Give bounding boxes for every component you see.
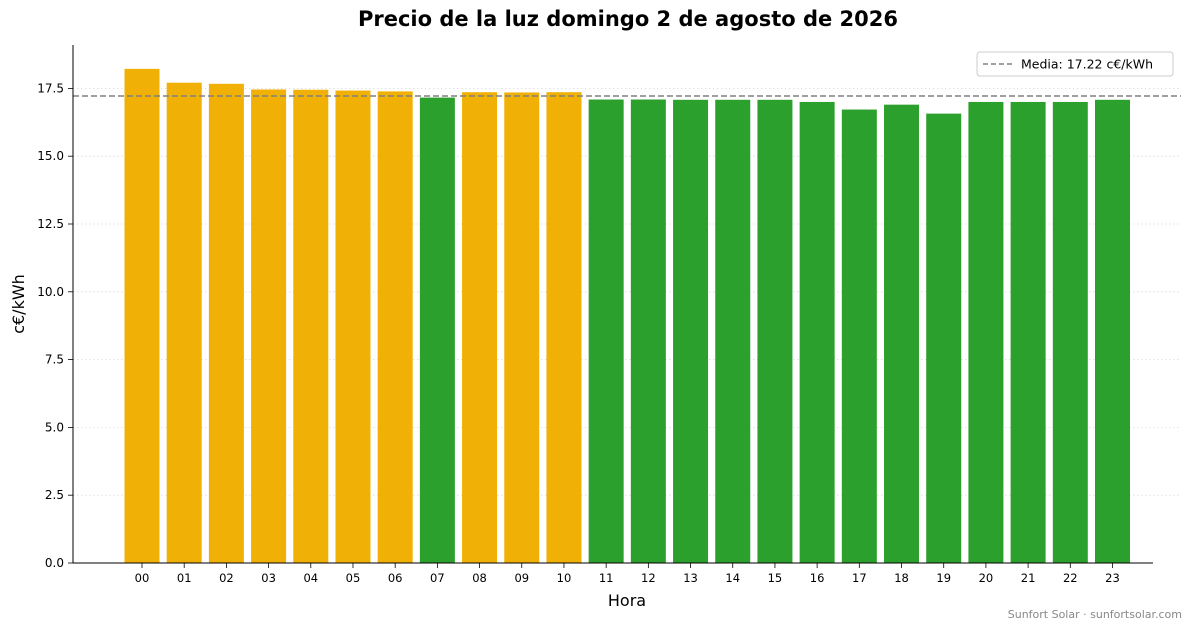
- bar-hour-22: [1052, 101, 1088, 563]
- x-tick-label: 18: [894, 571, 909, 585]
- x-tick-label: 16: [810, 571, 825, 585]
- y-ticks: 0.0 2.5 5.0 7.5 10.0 12.5 15.0 17.5: [37, 81, 73, 570]
- x-tick-label: 02: [219, 571, 234, 585]
- y-axis-label: c€/kWh: [9, 274, 28, 334]
- bar-hour-01: [166, 82, 202, 563]
- x-tick-label: 23: [1105, 571, 1120, 585]
- x-tick-label: 11: [599, 571, 614, 585]
- y-tick-label: 7.5: [45, 353, 64, 367]
- bar-hour-20: [968, 101, 1004, 563]
- y-tick-label: 0.0: [45, 556, 64, 570]
- chart-title: Precio de la luz domingo 2 de agosto de …: [358, 7, 898, 31]
- x-tick-label: 20: [979, 571, 994, 585]
- legend-box: [976, 51, 1174, 77]
- bar-hour-21: [1010, 101, 1046, 563]
- bar-hour-16: [799, 101, 835, 563]
- x-tick-label: 00: [135, 571, 150, 585]
- bar-hour-04: [293, 89, 329, 563]
- x-tick-label: 12: [641, 571, 656, 585]
- x-tick-label: 22: [1063, 571, 1078, 585]
- x-tick-label: 07: [430, 571, 445, 585]
- bar-hour-14: [715, 99, 751, 563]
- x-tick-label: 19: [936, 571, 951, 585]
- x-tick-label: 01: [177, 571, 192, 585]
- bar-hour-18: [884, 104, 920, 564]
- bar-hour-07: [419, 97, 455, 563]
- bar-hour-10: [546, 92, 582, 564]
- x-tick-label: 14: [725, 571, 740, 585]
- x-tick-label: 06: [388, 571, 403, 585]
- x-tick-label: 17: [852, 571, 867, 585]
- bar-hour-12: [630, 99, 666, 564]
- x-tick-label: 13: [683, 571, 698, 585]
- bar-hour-13: [673, 99, 709, 563]
- footer-credit: Sunfort Solar · sunfortsolar.com: [1008, 608, 1182, 621]
- bar-hour-11: [588, 99, 624, 564]
- bar-hour-08: [462, 92, 498, 564]
- x-tick-label: 08: [472, 571, 487, 585]
- x-tick-label: 10: [557, 571, 572, 585]
- x-tick-label: 03: [261, 571, 276, 585]
- x-ticks: 00 01 02 03 04 05 06 07 08 09 10 11 12 13 14 15 16 17 18 19…: [135, 563, 1120, 585]
- y-tick-label: 15.0: [37, 149, 64, 163]
- x-tick-label: 05: [346, 571, 361, 585]
- y-tick-label: 12.5: [37, 217, 64, 231]
- y-tick-label: 2.5: [45, 488, 64, 502]
- legend: Media: 17.22 c€/kWh: [976, 51, 1174, 77]
- bar-hour-06: [377, 91, 413, 563]
- y-tick-label: 17.5: [37, 81, 64, 95]
- bar-hour-05: [335, 90, 371, 563]
- x-axis-label: Hora: [608, 591, 646, 610]
- x-tick-label: 09: [514, 571, 529, 585]
- legend-mean-label: Media: 17.22 c€/kWh: [1021, 57, 1153, 72]
- bar-hour-03: [251, 89, 287, 564]
- bar-hour-19: [926, 113, 962, 564]
- x-tick-label: 15: [768, 571, 783, 585]
- bar-hour-23: [1095, 99, 1130, 563]
- axes: [72, 45, 1153, 564]
- y-tick-label: 5.0: [45, 420, 64, 434]
- bar-hour-09: [504, 92, 540, 564]
- bar-hour-00: [124, 68, 160, 563]
- bar-hour-15: [757, 99, 793, 563]
- bars: [124, 68, 1130, 564]
- y-tick-label: 10.0: [37, 285, 64, 299]
- bar-hour-02: [208, 83, 244, 563]
- bar-hour-17: [841, 109, 877, 563]
- x-tick-label: 04: [303, 571, 318, 585]
- x-tick-label: 21: [1021, 571, 1036, 585]
